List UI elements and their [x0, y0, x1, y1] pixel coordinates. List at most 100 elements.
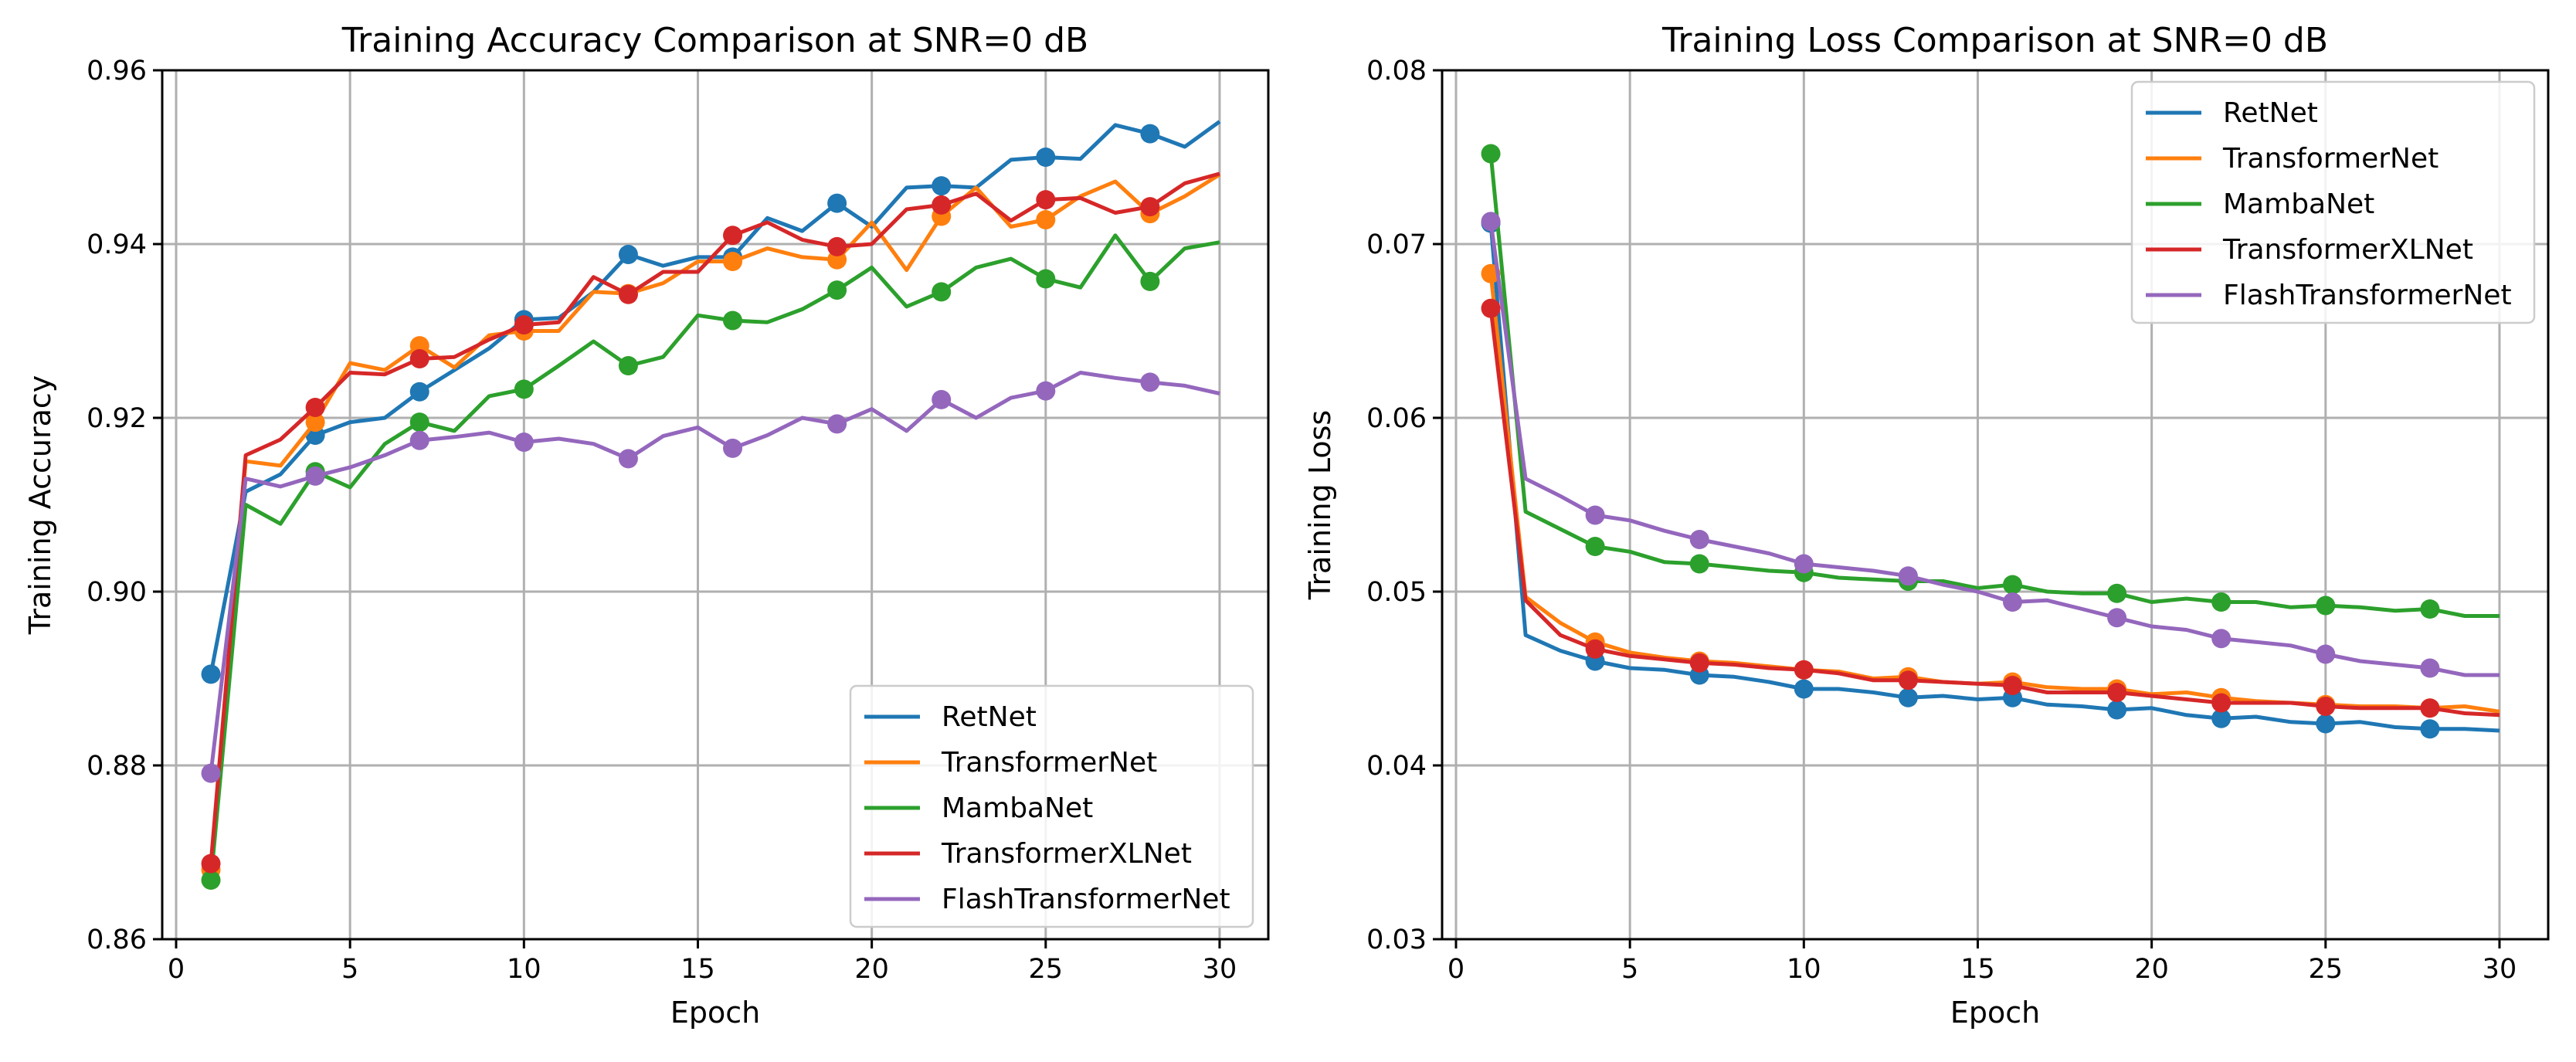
data-point [2420, 719, 2440, 739]
data-point [932, 176, 952, 196]
y-tick-label: 0.92 [87, 403, 147, 434]
data-point [932, 282, 952, 302]
data-point [618, 245, 638, 264]
chart-title: Training Loss Comparison at SNR=0 dB [1661, 21, 2328, 60]
legend: RetNet TransformerNet MambaNet TransformerX… [849, 684, 1254, 928]
x-tick-label: 10 [507, 954, 541, 985]
series-MambaNet [201, 233, 1220, 890]
data-point [1140, 197, 1160, 217]
x-tick-label: 5 [341, 954, 358, 985]
data-point [2316, 595, 2336, 616]
data-point [827, 280, 847, 300]
data-point [2003, 575, 2023, 595]
data-point [1036, 269, 1056, 289]
x-tick-label: 15 [1960, 954, 1995, 985]
y-tick-label: 0.03 [1366, 925, 1427, 955]
data-point [2211, 592, 2232, 612]
data-point [1036, 148, 1056, 167]
legend: RetNet TransformerNet MambaNet TransformerX… [2130, 80, 2536, 324]
legend-label: FlashTransformerNet [942, 884, 1230, 915]
x-tick-label: 5 [1621, 954, 1638, 985]
data-point [2211, 708, 2232, 728]
plot-frame [1441, 69, 2550, 941]
x-tick-label: 15 [680, 954, 715, 985]
legend-box [849, 684, 1254, 928]
series-FlashTransformerNet [201, 371, 1220, 783]
data-point [201, 763, 221, 783]
y-tick-label: 0.96 [87, 56, 147, 87]
data-point [2107, 683, 2127, 702]
x-axis-label: Epoch [670, 996, 760, 1030]
data-point [514, 315, 534, 335]
data-point [1898, 566, 1918, 586]
data-point [618, 356, 638, 375]
y-tick-label: 0.90 [87, 577, 147, 608]
data-point [305, 466, 325, 486]
plot-frame [161, 69, 1270, 941]
data-point [409, 412, 429, 433]
data-point [1481, 212, 1501, 232]
data-point [723, 226, 743, 246]
x-axis-label: Epoch [1950, 996, 2040, 1030]
x-tick-label: 30 [1203, 954, 1237, 985]
data-point [409, 430, 429, 450]
data-point [1036, 190, 1056, 210]
x-tick-label: 25 [1029, 954, 1064, 985]
data-point [1898, 687, 1918, 707]
data-point [618, 449, 638, 469]
y-axis-label: Training Accuracy [23, 375, 57, 636]
data-point [201, 853, 221, 874]
data-point [1794, 554, 1814, 574]
series-RetNet [201, 120, 1221, 684]
data-point [2316, 714, 2336, 734]
legend-label: TransformerNet [941, 747, 1157, 779]
data-point [2107, 583, 2127, 603]
data-point [1481, 298, 1501, 318]
chart-title: Training Accuracy Comparison at SNR=0 dB [341, 21, 1088, 60]
y-tick-label: 0.86 [87, 925, 147, 955]
data-point [1898, 670, 1918, 690]
data-point [1140, 372, 1160, 392]
data-point [305, 398, 325, 417]
data-point [827, 193, 847, 213]
legend-label: TransformerXLNet [941, 838, 1192, 870]
y-tick-label: 0.94 [87, 229, 147, 260]
data-point [618, 284, 638, 304]
series-TransformerXLNet [201, 171, 1220, 874]
data-point [1689, 554, 1709, 574]
data-point [2107, 700, 2127, 720]
legend-label: RetNet [942, 701, 1037, 733]
data-point [2316, 644, 2336, 664]
legend-label: RetNet [2223, 97, 2318, 129]
data-point [1140, 271, 1160, 291]
data-point [1036, 210, 1056, 229]
data-point [932, 389, 952, 409]
legend-label: MambaNet [2223, 188, 2374, 220]
x-tick-label: 25 [2309, 954, 2344, 985]
y-tick-label: 0.07 [1366, 229, 1427, 260]
data-point [1585, 639, 1605, 659]
legend-label: TransformerXLNet [2222, 234, 2473, 266]
data-point [201, 870, 221, 890]
series-TransformerXLNet [1481, 298, 2500, 718]
data-point [305, 412, 325, 433]
data-point [1585, 537, 1605, 556]
chart-accuracy: 0 5 10 15 20 25 30 0.86 0.88 0.90 0.92 0.94 0.96 Trai… [23, 21, 1270, 1030]
data-point [2420, 698, 2440, 718]
data-point [1689, 530, 1709, 549]
data-point [409, 382, 429, 402]
data-point [827, 414, 847, 434]
data-point [2003, 592, 2023, 612]
data-point [1140, 124, 1160, 144]
data-point [723, 310, 743, 331]
data-point [1794, 660, 1814, 680]
y-tick-label: 0.08 [1366, 56, 1427, 87]
data-point [1036, 381, 1056, 401]
data-point [514, 379, 534, 399]
x-tick-label: 20 [2134, 954, 2169, 985]
y-tick-label: 0.05 [1366, 577, 1427, 608]
data-point [409, 349, 429, 368]
x-tick-label: 30 [2483, 954, 2517, 985]
y-tick-label: 0.06 [1366, 403, 1427, 434]
data-point [1585, 505, 1605, 525]
